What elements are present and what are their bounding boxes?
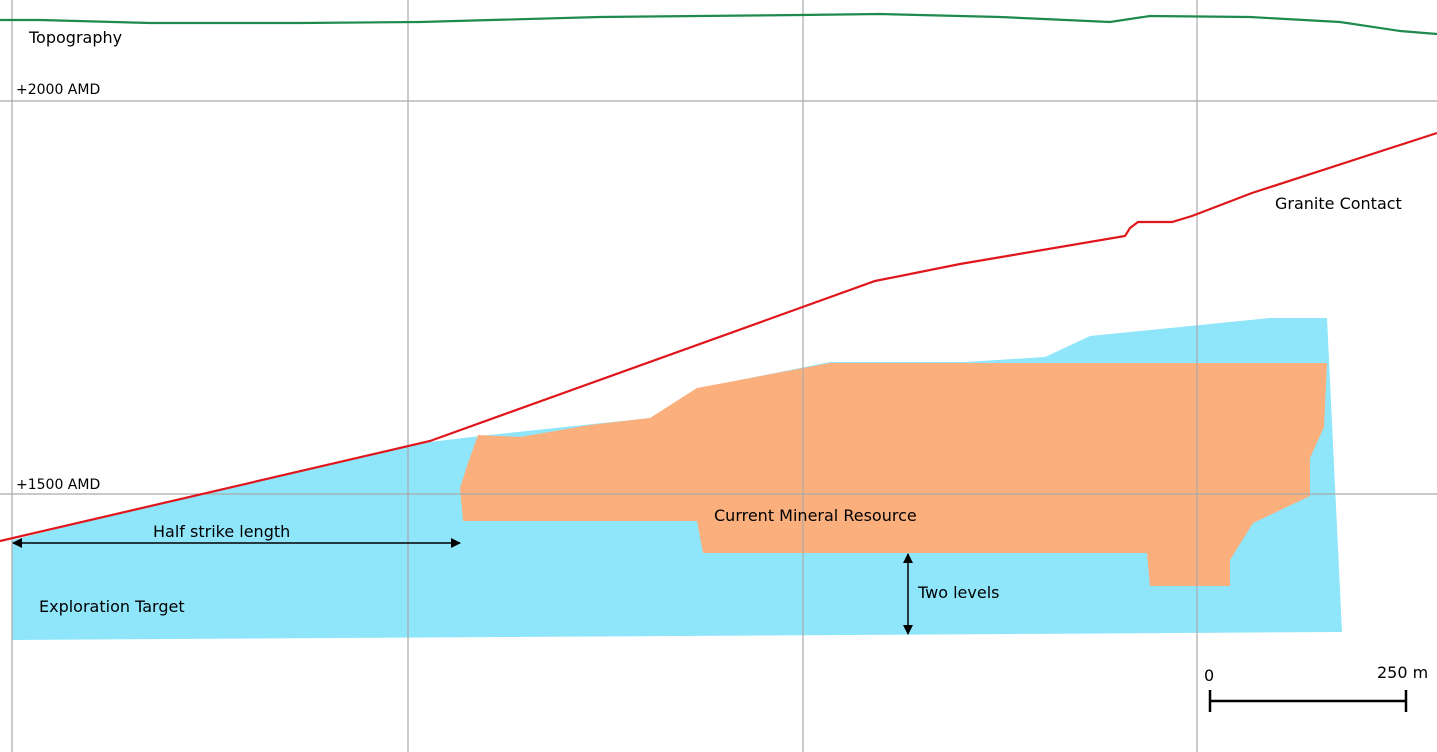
- exploration-target-label: Exploration Target: [39, 597, 185, 616]
- topography-label: Topography: [28, 28, 122, 47]
- granite-contact-label: Granite Contact: [1275, 194, 1402, 213]
- mineral-resource-area: [460, 363, 1327, 586]
- scale-bar-end-label: 250 m: [1377, 663, 1428, 682]
- elevation-1500-label: +1500 AMD: [16, 477, 100, 493]
- granite-contact-line: [0, 131, 1437, 543]
- current-mineral-resource-label: Current Mineral Resource: [714, 506, 917, 525]
- elevation-2000-label: +2000 AMD: [16, 82, 100, 98]
- topography-line: [0, 12, 1437, 36]
- two-levels-label: Two levels: [917, 583, 999, 602]
- scale-bar: [1208, 690, 1408, 712]
- half-strike-length-label: Half strike length: [153, 522, 290, 541]
- scale-bar-start-label: 0: [1204, 666, 1214, 685]
